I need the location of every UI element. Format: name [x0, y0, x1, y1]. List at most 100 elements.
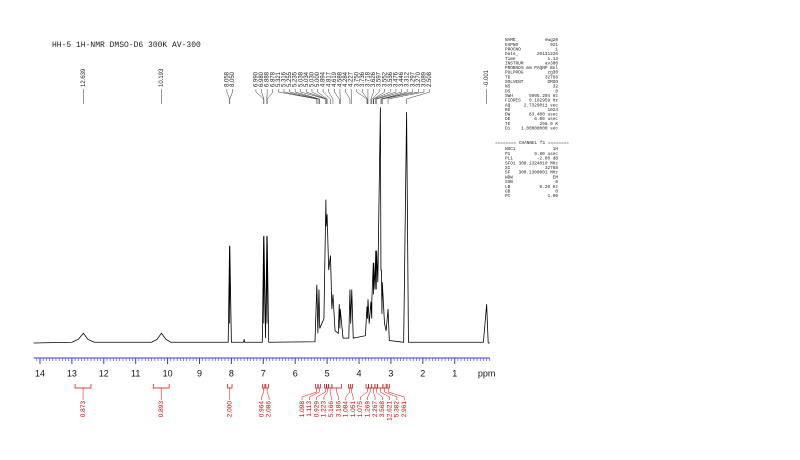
integral-bracket: [227, 384, 233, 389]
peak-label: 3.552: [382, 71, 388, 87]
param-value: ewg20: [545, 38, 559, 43]
peak-label: 3.270: [416, 71, 422, 87]
peak-leader: [370, 89, 374, 104]
integral-bracket: [315, 384, 319, 389]
param-name: SWH: [505, 94, 513, 99]
peak-leader: [371, 89, 380, 104]
x-tick-label: 1: [452, 368, 457, 378]
param-value: 1H: [553, 147, 559, 152]
param-value: 0: [555, 180, 558, 185]
peak-leader: [350, 89, 353, 104]
param-value: 0.20 Hz: [540, 185, 559, 190]
integral-bracket: [374, 384, 378, 389]
integral-leader: [351, 388, 354, 400]
peak-label: 3.446: [399, 71, 405, 87]
integral-label: 2.961: [401, 401, 408, 418]
x-tick-label: 11: [131, 368, 140, 378]
peak-label: -0.001: [484, 69, 490, 87]
peak-leader: [261, 89, 265, 104]
integral-label: 12.621: [386, 401, 393, 421]
param-value: 1.00: [547, 194, 558, 199]
param-value: av300: [545, 61, 559, 66]
param-value: 0.182959 Hz: [529, 99, 558, 104]
x-tick-label: 5: [325, 368, 330, 378]
integral-leader: [387, 388, 405, 400]
integral-label: 2.000: [227, 401, 234, 418]
integral-bracket: [350, 384, 353, 389]
integral-bracket: [377, 384, 384, 389]
integral-bracket: [371, 384, 376, 389]
param-name: INSTRUM: [505, 61, 524, 66]
peak-label: 4.817: [326, 71, 332, 87]
peak-leader: [376, 89, 402, 104]
param-value: 300.1324010 MHz: [518, 161, 558, 166]
peak-leader: [380, 89, 408, 104]
peak-label: 3.312: [405, 71, 411, 87]
peak-label: 10.193: [159, 68, 165, 87]
x-tick-label: 13: [67, 368, 77, 378]
peak-leader: [289, 89, 320, 104]
integral-bracket: [328, 384, 333, 389]
integral-bracket: [317, 384, 321, 389]
x-tick-label: 10: [163, 368, 173, 378]
peak-label: 4.619: [332, 71, 338, 87]
peak-label: 6.990: [254, 71, 260, 87]
integral-label: 0.873: [80, 401, 87, 418]
integral-label: 1.075: [357, 401, 364, 418]
peak-label: 8.058: [224, 71, 230, 87]
param-name: D1: [505, 127, 511, 132]
param-name: DS: [505, 89, 511, 94]
param-name: Date_: [505, 52, 519, 57]
peak-label: 5.235: [293, 71, 299, 87]
integral-label: 5.382: [394, 401, 401, 418]
peak-label: 2.508: [427, 71, 433, 87]
peak-leader: [373, 89, 391, 104]
param-name: SFO1: [505, 161, 516, 166]
integral-leader: [373, 388, 376, 400]
param-name: FIDRES: [505, 99, 521, 104]
peak-leader: [362, 89, 368, 104]
param-name: Time: [505, 57, 516, 62]
param-value: 5995.204 Hz: [529, 94, 558, 99]
peak-leader: [266, 89, 273, 104]
integral-label: 1.084: [343, 401, 350, 418]
param-name: TD: [505, 75, 511, 80]
integral-bracket: [368, 384, 373, 389]
peak-label: 5.316: [282, 71, 288, 87]
param-value: 6.00 usec: [534, 117, 558, 122]
peak-label: 4.227: [349, 71, 355, 87]
peak-label: 5.038: [298, 71, 304, 87]
param-name: PROBHD: [505, 66, 521, 71]
param-value: 0: [555, 89, 558, 94]
param-value: 0: [555, 189, 558, 194]
channel-header: ======== CHANNEL f1 ========: [495, 141, 569, 146]
x-tick-label: 4: [356, 368, 361, 378]
peak-leader: [406, 89, 430, 104]
param-value: EM: [553, 175, 559, 180]
peak-leader: [311, 89, 327, 104]
integral-bracket: [365, 384, 369, 389]
x-tick-label: 7: [261, 368, 266, 378]
integral-bracket: [74, 384, 92, 389]
peak-label: 3.536: [388, 71, 394, 87]
param-name: RG: [505, 108, 511, 113]
param-name: SI: [505, 166, 511, 171]
param-value: 9.80 usec: [534, 152, 558, 157]
param-value: 83.400 usec: [529, 113, 558, 118]
peak-label: 4.284: [343, 71, 349, 87]
param-name: P1: [505, 152, 511, 157]
param-value: 20131226: [537, 52, 558, 57]
peak-label: 5.321: [276, 71, 282, 87]
peak-label: 3.736: [360, 71, 366, 87]
param-name: PULPROG: [505, 71, 524, 76]
x-tick-label: 14: [35, 368, 45, 378]
param-value: 1: [555, 47, 558, 52]
param-name: EXPNO: [505, 43, 519, 48]
peak-leader: [334, 89, 340, 104]
peak-leader: [356, 89, 368, 104]
chart-title: HH-5 1H-NMR DMSO-D6 300K AV-300: [52, 41, 201, 50]
integral-leader: [329, 388, 332, 400]
param-name: PROCNO: [505, 47, 521, 52]
peak-label: 3.297: [410, 71, 416, 87]
